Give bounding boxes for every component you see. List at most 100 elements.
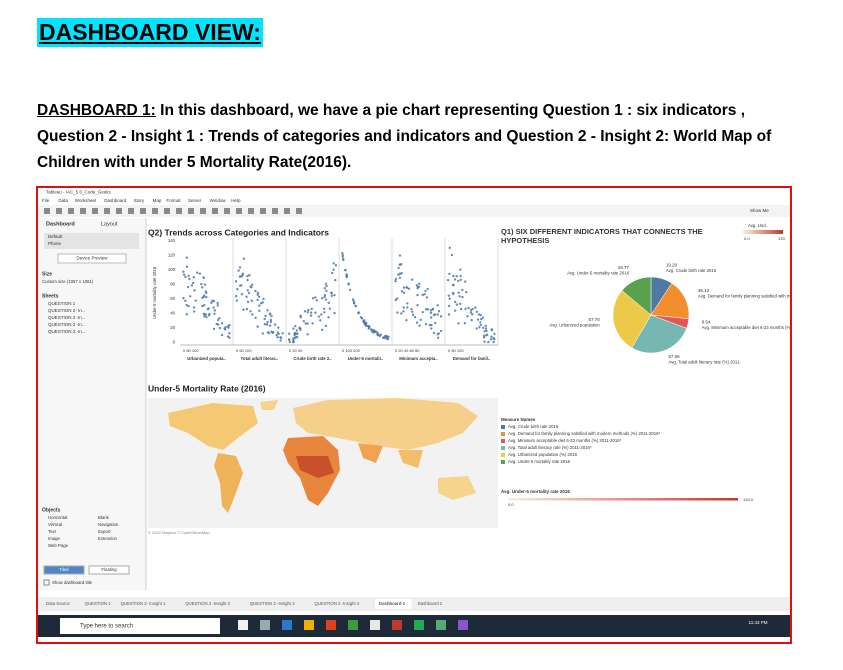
- taskbar-icon[interactable]: [392, 620, 402, 630]
- sheet-tab[interactable]: [310, 599, 373, 609]
- scatter-dot: [299, 316, 302, 319]
- toolbar-icon[interactable]: [176, 208, 182, 214]
- object-item[interactable]: Vertical: [48, 522, 62, 527]
- show-me[interactable]: Show Me: [750, 208, 769, 213]
- search-box[interactable]: [60, 618, 220, 634]
- taskbar-icon[interactable]: [436, 620, 446, 630]
- menu-item[interactable]: File: [42, 198, 50, 203]
- x-tick-labels: 0 50 100: [448, 348, 464, 353]
- menu-item[interactable]: Format: [166, 198, 181, 203]
- sheet-tab-label: Dashboard 2: [418, 601, 443, 606]
- sheet-tab[interactable]: [42, 599, 79, 609]
- object-item[interactable]: Image: [48, 536, 61, 541]
- scatter-dot: [293, 336, 297, 340]
- menu-item[interactable]: Server: [188, 198, 202, 203]
- toolbar-icon[interactable]: [104, 208, 110, 214]
- sheet-tab[interactable]: [181, 599, 244, 609]
- sheet-item[interactable]: QUESTION 2- In...: [48, 308, 86, 313]
- scatter-dot: [245, 295, 248, 298]
- taskbar-icon[interactable]: [260, 620, 270, 630]
- object-item[interactable]: Web Page: [48, 543, 69, 548]
- sheet-tab[interactable]: [80, 599, 115, 609]
- toolbar-icon[interactable]: [272, 208, 278, 214]
- scatter-dot: [279, 339, 282, 342]
- toolbar-icon[interactable]: [44, 208, 50, 214]
- scatter-dot: [463, 322, 467, 325]
- taskbar-icon[interactable]: [282, 620, 292, 630]
- toolbar-icon[interactable]: [284, 208, 290, 214]
- sheet-tab-label: QUESTION 2- Insight 1: [121, 601, 167, 606]
- toolbar-icon[interactable]: [56, 208, 62, 214]
- sidebar-tab[interactable]: Layout: [101, 221, 118, 227]
- scatter-dot: [264, 314, 267, 318]
- sidebar-tab[interactable]: Dashboard: [46, 221, 75, 227]
- sheet-tab[interactable]: [245, 599, 309, 609]
- sheet-item[interactable]: QUESTION 1: [48, 301, 76, 306]
- menu-item[interactable]: Story: [134, 198, 145, 203]
- toolbar-icon[interactable]: [164, 208, 170, 214]
- scatter-dot: [258, 304, 261, 307]
- taskbar-icon[interactable]: [304, 620, 314, 630]
- object-item[interactable]: Extension: [98, 536, 117, 541]
- toolbar-icon[interactable]: [188, 208, 194, 214]
- taskbar-icon[interactable]: [326, 620, 336, 630]
- sheet-item[interactable]: QUESTION 2 -In...: [48, 329, 86, 334]
- menu-item[interactable]: Dashboard: [104, 198, 127, 203]
- object-item[interactable]: Export: [98, 529, 111, 534]
- menu-item[interactable]: Worksheet: [75, 198, 97, 203]
- object-item[interactable]: Text: [48, 529, 57, 534]
- toolbar-icon[interactable]: [212, 208, 218, 214]
- toolbar-icon[interactable]: [128, 208, 134, 214]
- sheet-tab[interactable]: [413, 599, 451, 609]
- toolbar-icon[interactable]: [152, 208, 158, 214]
- show-title[interactable]: Show dashboard title: [52, 580, 93, 585]
- taskbar-icon[interactable]: [238, 620, 248, 630]
- scatter-dot: [492, 336, 495, 340]
- taskbar-icon[interactable]: [348, 620, 358, 630]
- sheet-tab[interactable]: [116, 599, 180, 609]
- device-preview[interactable]: Device Preview: [76, 256, 108, 261]
- taskbar-icon[interactable]: [370, 620, 380, 630]
- scatter-dot: [314, 311, 317, 314]
- sheet-item[interactable]: QUESTION 2 -In...: [48, 315, 86, 320]
- object-item[interactable]: Horizontal: [48, 515, 67, 520]
- preview-button[interactable]: [57, 253, 127, 264]
- scatter-dot: [240, 284, 243, 287]
- sheet-tab[interactable]: [375, 599, 412, 609]
- menu-item[interactable]: Map: [153, 198, 162, 203]
- toolbar-icon[interactable]: [236, 208, 242, 214]
- scatter-dot: [447, 313, 451, 316]
- menu-item[interactable]: Window: [210, 198, 227, 203]
- scatter-dot: [192, 276, 196, 279]
- sheet-item[interactable]: QUESTION 2 -In...: [48, 322, 86, 327]
- scatter-dot: [483, 340, 486, 343]
- toolbar-icon[interactable]: [92, 208, 98, 214]
- scatter-dot: [367, 327, 370, 330]
- device-option[interactable]: Phone: [48, 241, 62, 246]
- object-item[interactable]: Navigation: [98, 522, 119, 527]
- toolbar-icon[interactable]: [68, 208, 74, 214]
- toolbar-icon[interactable]: [200, 208, 206, 214]
- device-option[interactable]: Default: [48, 234, 63, 239]
- taskbar-icon[interactable]: [414, 620, 424, 630]
- toolbar-icon[interactable]: [140, 208, 146, 214]
- scatter-dot: [352, 302, 356, 305]
- pie-value-label: 57.70: [588, 317, 600, 322]
- taskbar-icon[interactable]: [458, 620, 468, 630]
- layout-mode[interactable]: [43, 565, 85, 575]
- checkbox[interactable]: [43, 579, 50, 586]
- scatter-dot: [323, 311, 326, 314]
- toolbar-icon[interactable]: [116, 208, 122, 214]
- toolbar-icon[interactable]: [296, 208, 302, 214]
- object-item[interactable]: Blank: [98, 515, 110, 520]
- layout-mode[interactable]: [88, 565, 130, 575]
- scatter-dot: [268, 324, 272, 327]
- toolbar-icon[interactable]: [224, 208, 230, 214]
- menu-item[interactable]: Help: [231, 198, 241, 203]
- toolbar-icon[interactable]: [248, 208, 254, 214]
- size-value[interactable]: Custom size (1057 x 1061): [42, 279, 94, 284]
- toolbar-icon[interactable]: [80, 208, 86, 214]
- toolbar-icon[interactable]: [260, 208, 266, 214]
- scatter-dot: [429, 311, 433, 315]
- menu-item[interactable]: Data: [58, 198, 68, 203]
